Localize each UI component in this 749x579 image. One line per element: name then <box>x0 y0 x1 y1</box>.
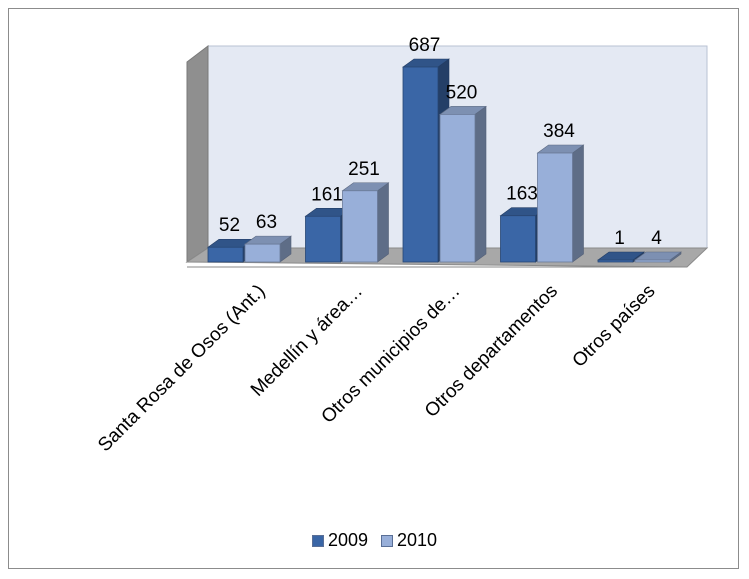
bar-front-2009-2 <box>402 66 439 263</box>
legend-item-2010: 2010 <box>381 530 437 551</box>
x-tick-label-0: Santa Rosa de Osos (Ant.) <box>94 281 269 456</box>
bar-2010-1 <box>341 182 390 263</box>
data-label-2009-3: 163 <box>506 184 538 205</box>
legend-swatch-2010 <box>381 534 393 547</box>
legend-item-2009: 2009 <box>311 530 368 551</box>
bar-side-2010-3 <box>572 144 584 263</box>
legend-label-2009: 2009 <box>327 530 368 550</box>
legend-swatch-2009 <box>311 534 324 547</box>
data-label-2009-0: 52 <box>219 215 240 236</box>
bar-front-2010-2 <box>439 114 476 263</box>
data-label-2010-2: 520 <box>446 82 478 103</box>
data-label-2009-4: 1 <box>614 228 625 249</box>
bar-2010-3 <box>536 144 585 263</box>
bar-front-2010-0 <box>244 243 281 263</box>
side-wall <box>186 44 209 263</box>
data-label-2010-3: 384 <box>543 121 575 142</box>
data-label-2009-2: 687 <box>409 35 441 56</box>
data-label-2010-1: 251 <box>348 159 380 180</box>
bar-2010-4 <box>634 251 682 263</box>
bar-front-2010-1 <box>342 190 378 263</box>
bar-2010-2 <box>439 105 487 263</box>
x-tick-label-4: Otros países <box>569 281 660 372</box>
bar-front-2009-4 <box>597 259 634 263</box>
bar-front-2010-3 <box>537 152 573 263</box>
bar-side-2010-1 <box>377 182 389 263</box>
bar-front-2009-3 <box>500 215 536 263</box>
data-label-2009-1: 161 <box>311 184 343 205</box>
legend-label-2010: 2010 <box>397 530 438 550</box>
x-tick-labels-group: Santa Rosa de Osos (Ant.)Medellín y área… <box>94 281 659 456</box>
bar-2010-0 <box>244 235 292 263</box>
data-label-2010-0: 63 <box>256 212 277 233</box>
bar-front-2009-0 <box>207 246 244 263</box>
bar-front-2009-1 <box>305 215 341 263</box>
bar-side-2010-2 <box>474 105 487 263</box>
bar-front-2010-4 <box>634 259 671 263</box>
data-label-2010-4: 4 <box>651 228 662 249</box>
bars-group <box>207 58 682 263</box>
legend: 2009 2010 <box>0 530 749 552</box>
